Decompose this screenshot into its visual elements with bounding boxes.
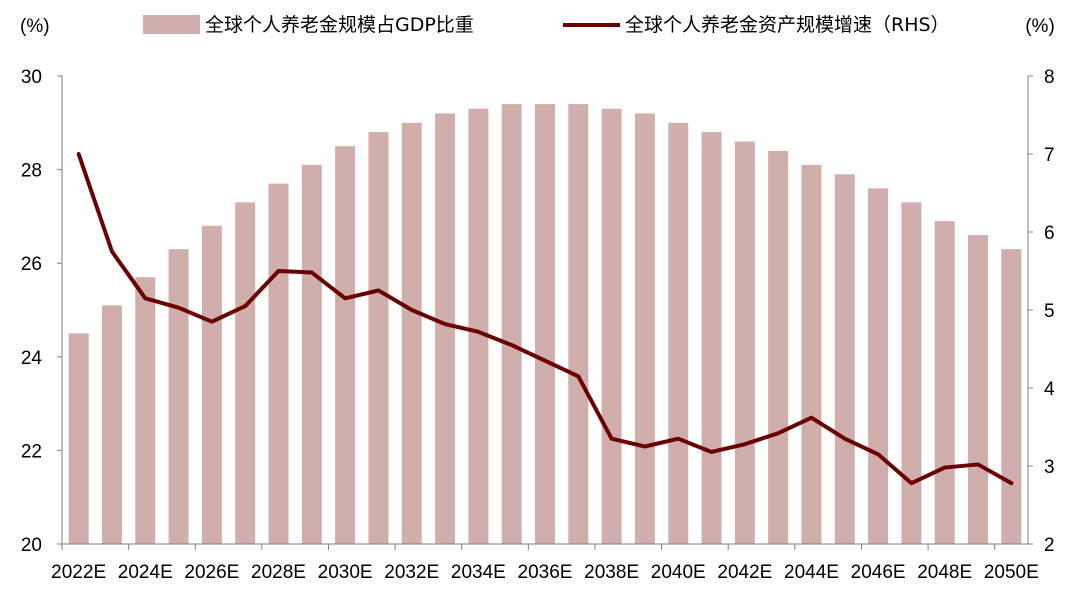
bar-2039E	[634, 113, 655, 544]
growth-rate-line	[76, 152, 1014, 486]
bar-2025E	[168, 249, 189, 544]
x-tick-label: 2032E	[384, 562, 439, 583]
bar-2044E	[801, 164, 822, 545]
bar-2042E	[734, 141, 755, 544]
right-tick-label: 6	[1044, 223, 1055, 244]
bar-2027E	[235, 202, 256, 545]
bar-2038E	[601, 108, 622, 544]
legend: 全球个人养老金规模占GDP比重 全球个人养老金资产规模增速（RHS）	[143, 14, 950, 36]
bar-2036E	[535, 104, 555, 544]
right-tick-label: 4	[1044, 379, 1055, 400]
axes-group	[57, 75, 1033, 550]
right-tick-label: 5	[1044, 301, 1055, 322]
bar-2037E	[568, 104, 589, 544]
left-tick-label: 26	[21, 254, 42, 275]
bar-2047E	[901, 202, 922, 545]
x-tick-label: 2044E	[784, 562, 839, 583]
right-tick-label: 7	[1044, 145, 1055, 166]
bar-2032E	[401, 122, 422, 545]
bar-2024E	[135, 277, 156, 544]
bar-2031E	[368, 132, 389, 544]
left-tick-label: 20	[21, 535, 42, 556]
bar-2028E	[268, 183, 289, 544]
right-axis-tick-labels: 2 3 4 5 6 7 8	[1044, 67, 1055, 556]
left-axis-tick-labels: 20 22 24 26 28 30	[21, 67, 43, 556]
left-tick-label: 28	[21, 161, 42, 182]
bar-2022E	[68, 333, 89, 544]
x-tick-label: 2030E	[318, 562, 373, 583]
x-tick-label: 2042E	[717, 562, 772, 583]
legend-bar-label: 全球个人养老金规模占GDP比重	[205, 14, 474, 36]
left-tick-label: 24	[21, 348, 43, 369]
x-tick-label: 2048E	[917, 562, 972, 583]
bar-2040E	[668, 122, 689, 545]
x-tick-label: 2038E	[584, 562, 639, 583]
legend-line-label: 全球个人养老金资产规模增速（RHS）	[625, 14, 950, 36]
bar-2045E	[834, 174, 855, 544]
bar-2033E	[435, 113, 456, 544]
x-tick-label: 2034E	[451, 562, 506, 583]
bar-series-group	[68, 104, 1022, 545]
x-tick-label: 2022E	[51, 562, 106, 583]
x-tick-label: 2040E	[651, 562, 706, 583]
x-tick-label: 2024E	[118, 562, 173, 583]
right-tick-label: 2	[1044, 535, 1055, 556]
x-axis-tick-labels: 2022E 2024E 2026E 2028E 2030E 2032E 2034E 2036E…	[51, 562, 1039, 583]
right-axis-unit: (%)	[1025, 16, 1055, 37]
bar-2023E	[101, 305, 122, 544]
left-axis-unit: (%)	[20, 16, 50, 37]
bar-2041E	[701, 132, 722, 544]
x-tick-label: 2026E	[184, 562, 239, 583]
bar-2034E	[468, 108, 489, 544]
bar-2049E	[968, 235, 989, 544]
bar-2029E	[301, 164, 322, 545]
left-tick-label: 22	[21, 441, 42, 462]
x-tick-label: 2050E	[984, 562, 1039, 583]
right-tick-label: 8	[1044, 67, 1055, 88]
right-tick-label: 3	[1044, 457, 1055, 478]
x-tick-label: 2046E	[851, 562, 906, 583]
bar-2035E	[501, 104, 522, 544]
x-tick-label: 2028E	[251, 562, 306, 583]
bar-2043E	[768, 150, 789, 544]
left-tick-label: 30	[21, 67, 42, 88]
bar-2030E	[335, 146, 356, 544]
bar-2048E	[934, 221, 955, 544]
legend-bar-swatch	[143, 15, 200, 34]
bar-2026E	[201, 225, 222, 544]
x-tick-label: 2036E	[518, 562, 573, 583]
bar-2046E	[868, 188, 889, 544]
bar-2050E	[1001, 249, 1022, 544]
